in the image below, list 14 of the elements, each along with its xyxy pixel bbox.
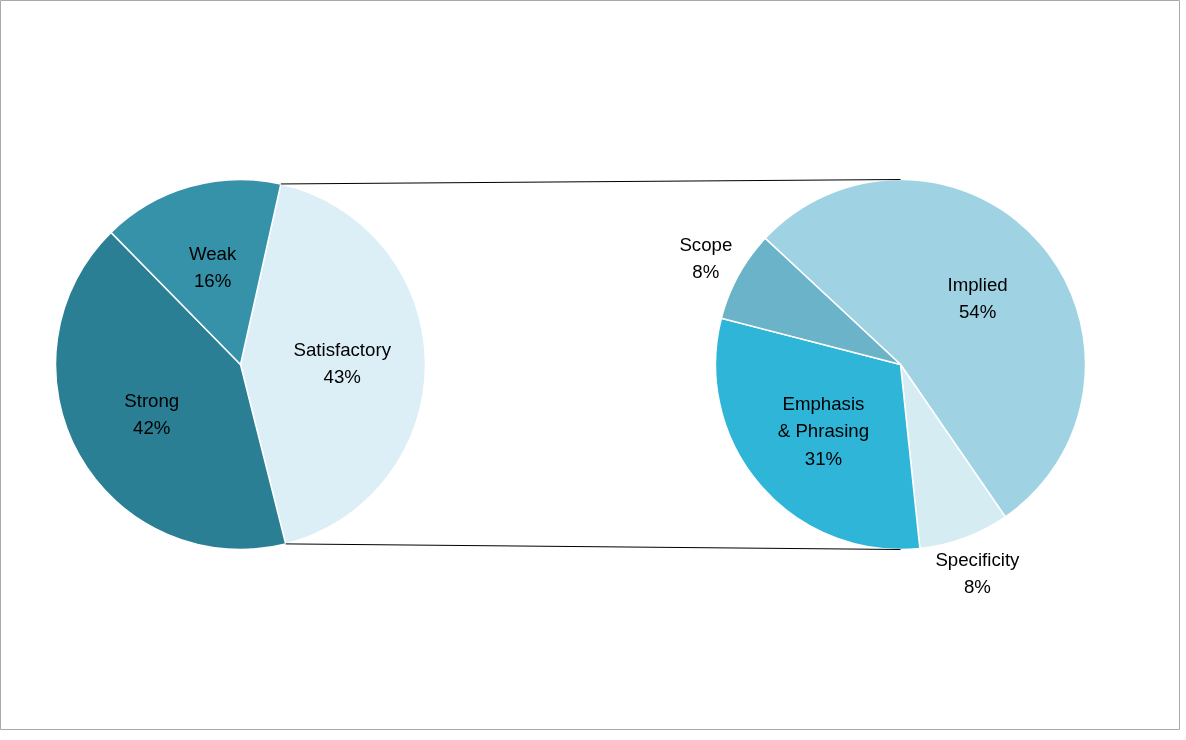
slice-label: Specificity (935, 548, 1021, 570)
slice-label: Implied (947, 273, 1008, 295)
slice-label: Weak (188, 242, 237, 264)
data-label: 42% (133, 417, 171, 439)
data-label: 8% (692, 260, 720, 282)
data-label: 16% (193, 269, 232, 291)
slice-label: Satisfactory (293, 338, 392, 360)
data-label: 54% (958, 301, 997, 323)
slice-label: Strong (124, 390, 180, 412)
data-label: 43% (323, 366, 361, 388)
slice-label: Emphasis & Phrasing (777, 393, 870, 442)
data-label: 31% (804, 447, 843, 469)
data-label: 8% (963, 575, 991, 597)
slice-label: Scope (679, 233, 733, 255)
